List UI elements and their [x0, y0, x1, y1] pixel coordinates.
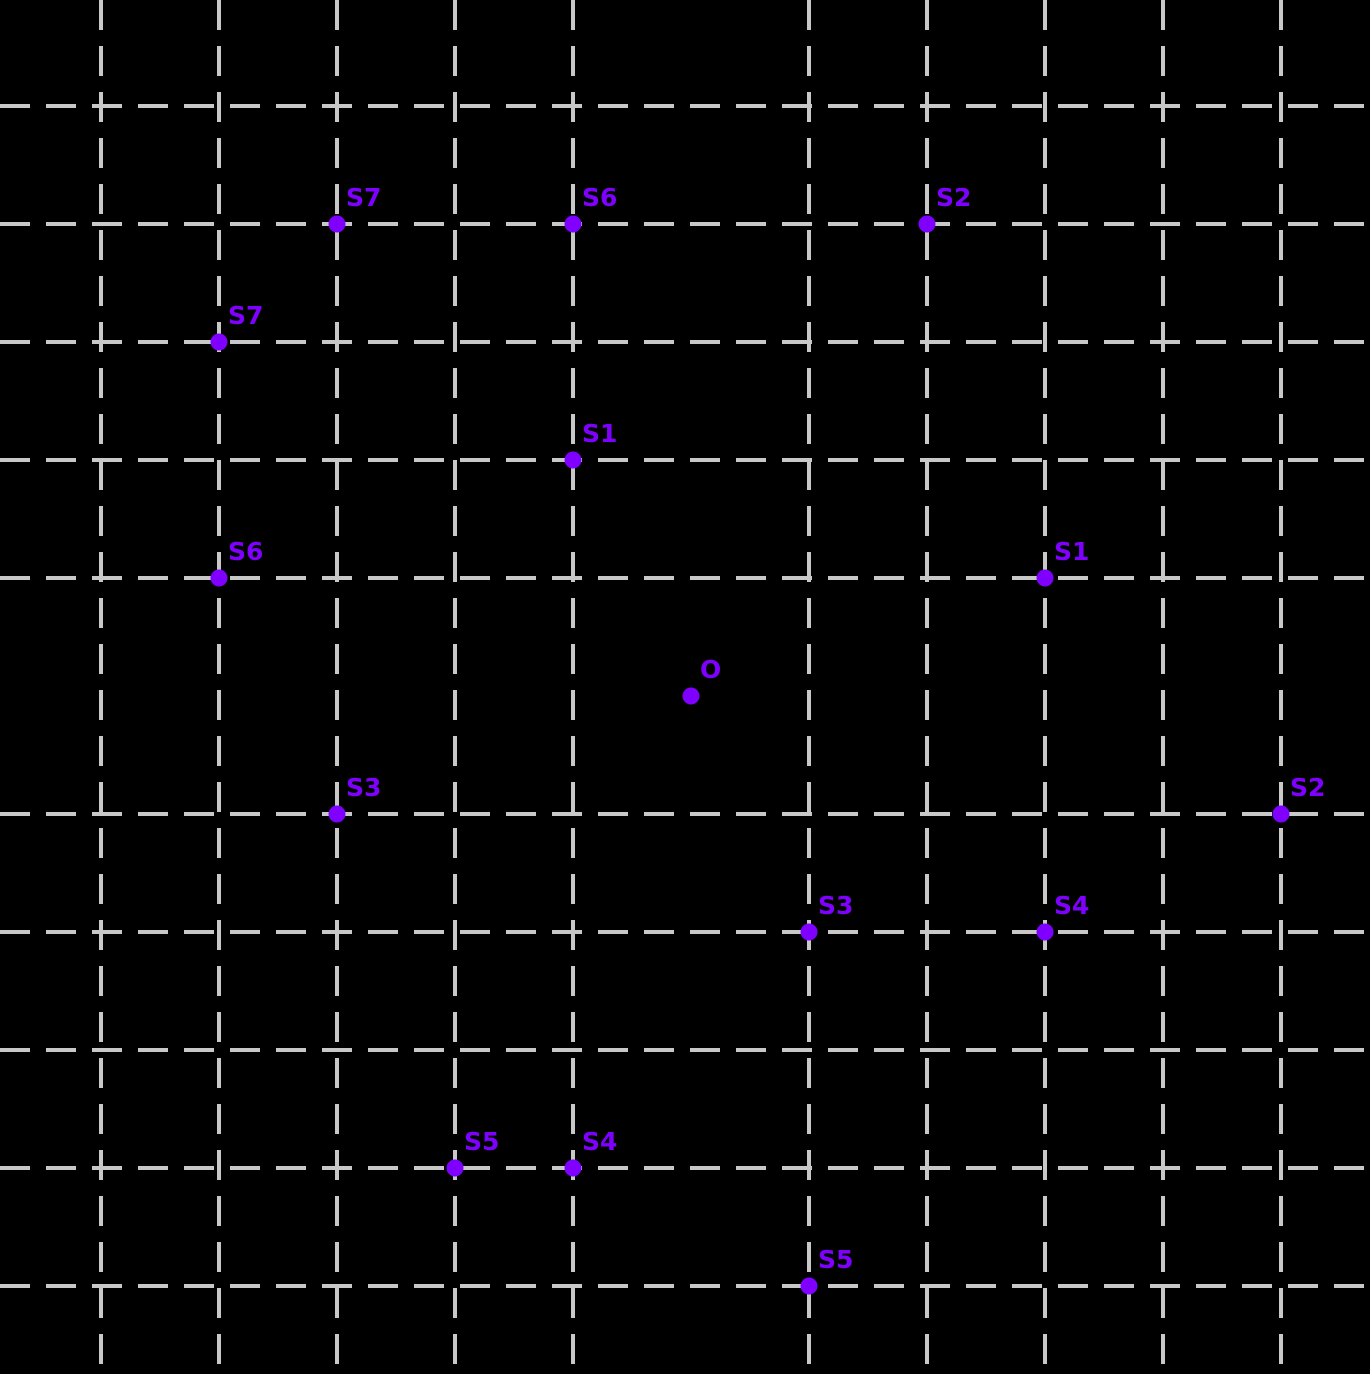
origin-label: O: [700, 655, 721, 684]
data-point: [800, 923, 818, 941]
point-label: S2: [936, 183, 971, 212]
point-label: S6: [582, 183, 617, 212]
point-label: S4: [1054, 891, 1089, 920]
data-point: [918, 215, 936, 233]
data-point: [1036, 923, 1054, 941]
data-point: [328, 805, 346, 823]
data-point: [564, 451, 582, 469]
point-label: S1: [1054, 537, 1089, 566]
data-point: [564, 1159, 582, 1177]
data-point: [1272, 805, 1290, 823]
data-point: [210, 333, 228, 351]
point-label: S5: [464, 1127, 499, 1156]
data-point: [1036, 569, 1054, 587]
point-label: S2: [1290, 773, 1325, 802]
data-point: [564, 215, 582, 233]
origin-point: [682, 687, 700, 705]
point-label: S7: [346, 183, 381, 212]
data-point: [446, 1159, 464, 1177]
data-point: [210, 569, 228, 587]
point-label: S4: [582, 1127, 617, 1156]
data-point: [328, 215, 346, 233]
point-label: S3: [818, 891, 853, 920]
point-label: S6: [228, 537, 263, 566]
data-point: [800, 1277, 818, 1295]
point-label: S3: [346, 773, 381, 802]
point-label: S7: [228, 301, 263, 330]
point-label: S5: [818, 1245, 853, 1274]
point-label: S1: [582, 419, 617, 448]
